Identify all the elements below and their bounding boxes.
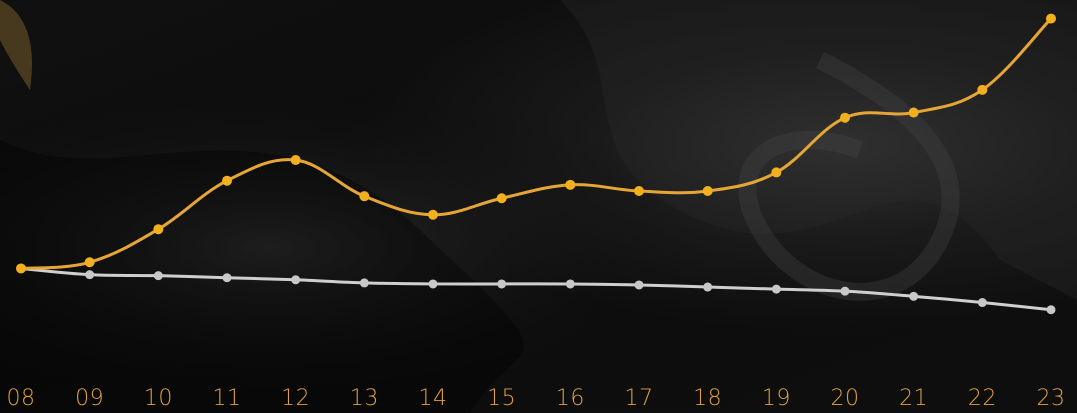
series-1-point-10 xyxy=(153,271,163,281)
series-0-line xyxy=(19,17,1053,270)
series-0-point-14 xyxy=(428,209,438,220)
x-tick-label: 09 xyxy=(75,386,104,411)
series-1-point-14 xyxy=(428,279,438,289)
series-1-point-15 xyxy=(497,279,507,289)
series-0-point-15 xyxy=(496,193,507,204)
x-tick-label: 14 xyxy=(419,386,448,411)
series-0-point-08 xyxy=(16,263,26,274)
x-axis-tick-labels: 08 09 10 11 12 13 14 15 16 17 18 19 20 21 22 23 xyxy=(7,386,1066,411)
series-0-point-20 xyxy=(840,112,850,123)
series-0-point-11 xyxy=(222,175,232,186)
series-0-point-22 xyxy=(977,84,988,95)
x-tick-label: 11 xyxy=(213,386,242,411)
x-tick-label: 20 xyxy=(831,386,860,411)
series-lines xyxy=(19,17,1053,312)
series-0-point-18 xyxy=(702,186,713,197)
series-1-point-22 xyxy=(977,298,987,308)
series-1-point-16 xyxy=(565,279,575,289)
series-1-point-12 xyxy=(291,275,301,285)
series-1-line xyxy=(19,266,1053,312)
x-tick-label: 18 xyxy=(693,386,722,411)
x-tick-label: 21 xyxy=(899,386,928,411)
x-tick-label: 13 xyxy=(350,386,379,411)
x-tick-label: 19 xyxy=(762,386,791,411)
series-0-point-21 xyxy=(908,107,919,118)
series-1-point-11 xyxy=(222,273,232,283)
series-1-point-19 xyxy=(771,284,781,294)
series-0-point-17 xyxy=(634,186,644,197)
series-1-point-13 xyxy=(359,278,369,288)
x-tick-label: 10 xyxy=(144,386,173,411)
series-0-point-13 xyxy=(359,191,370,202)
series-1-point-17 xyxy=(634,280,644,290)
series-0-point-12 xyxy=(290,155,301,166)
series-0-point-09 xyxy=(84,257,95,268)
series-1-point-23 xyxy=(1046,305,1056,315)
series-points xyxy=(16,13,1056,315)
x-tick-label: 12 xyxy=(281,386,310,411)
series-0-point-19 xyxy=(771,167,782,178)
x-tick-label: 22 xyxy=(968,386,997,411)
x-tick-label: 16 xyxy=(556,386,585,411)
x-tick-label: 15 xyxy=(487,386,516,411)
series-1-point-21 xyxy=(909,291,919,301)
series-0-point-16 xyxy=(565,179,576,190)
x-tick-label: 17 xyxy=(625,386,654,411)
x-tick-label: 23 xyxy=(1037,386,1066,411)
series-0-point-10 xyxy=(153,224,164,235)
series-0-point-23 xyxy=(1046,13,1056,24)
series-1-point-09 xyxy=(85,270,95,280)
series-1-point-18 xyxy=(703,282,713,292)
x-tick-label: 08 xyxy=(7,386,36,411)
series-1-point-20 xyxy=(840,286,850,296)
